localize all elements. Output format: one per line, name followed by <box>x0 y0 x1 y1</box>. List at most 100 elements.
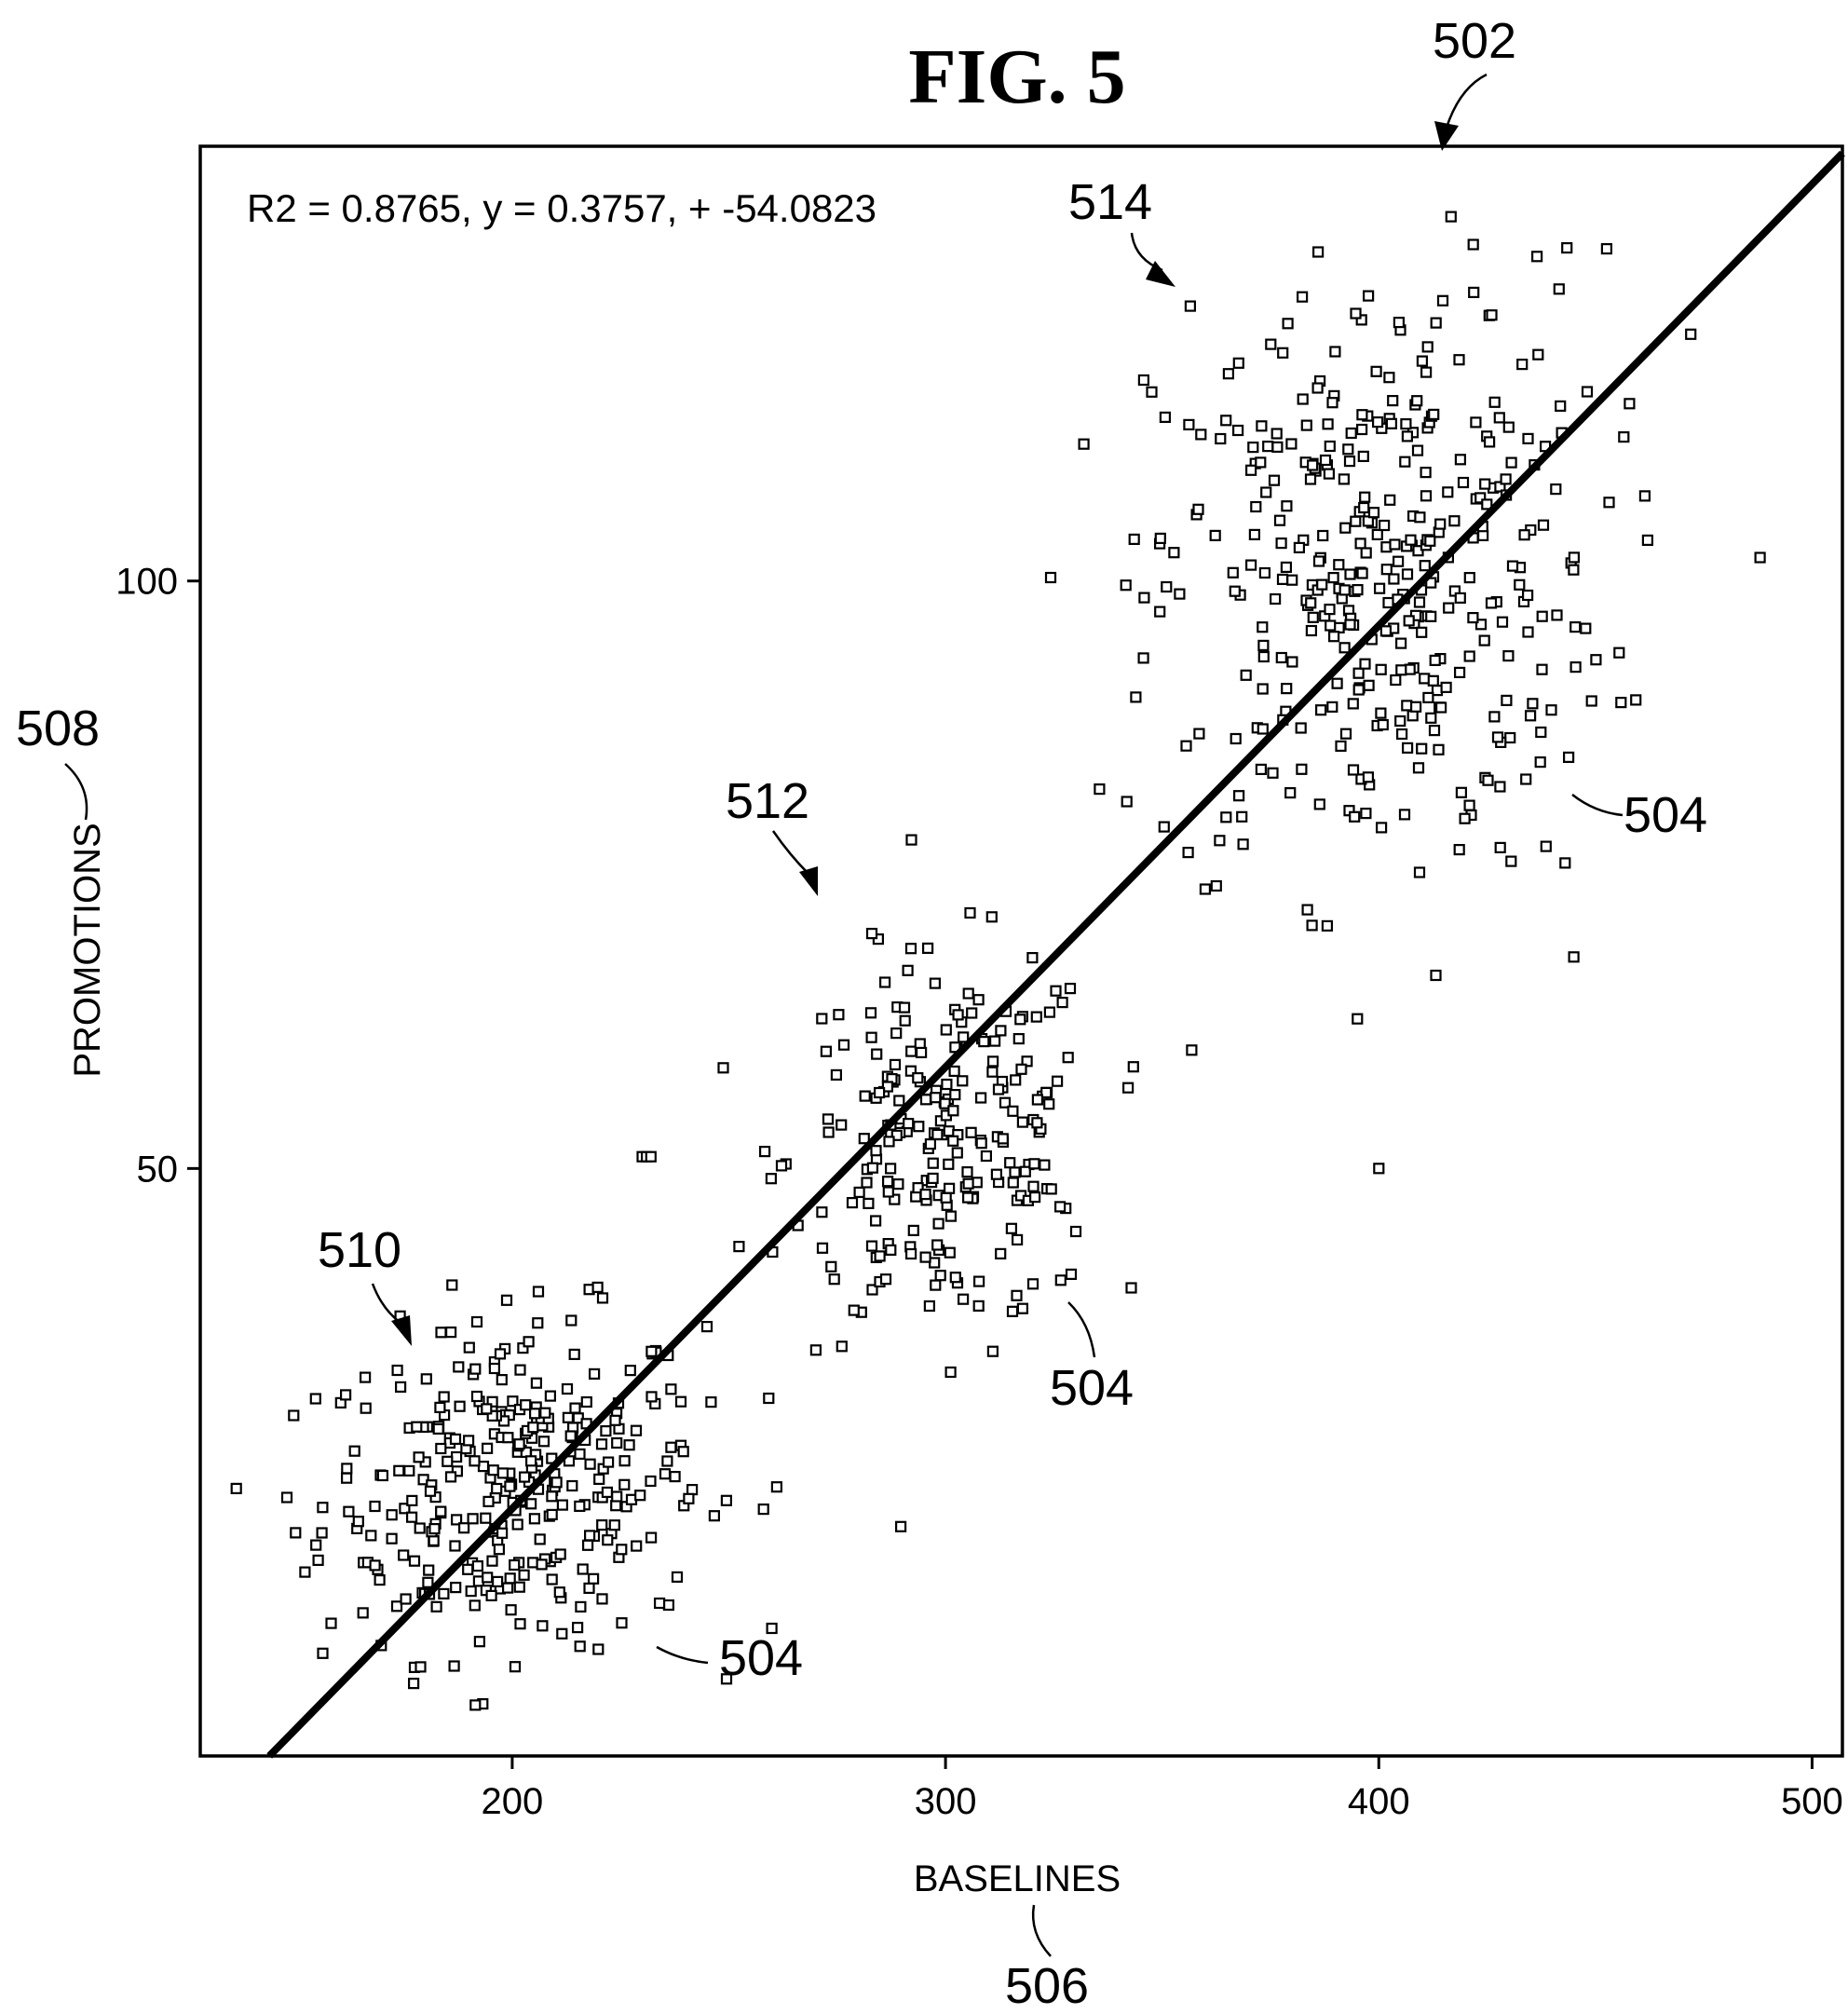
data-point <box>434 1401 446 1414</box>
data-point <box>1327 571 1339 584</box>
data-point <box>1468 286 1480 298</box>
data-point <box>907 1224 919 1237</box>
data-point <box>674 1395 687 1408</box>
data-point <box>915 1046 928 1059</box>
data-point <box>534 1533 546 1545</box>
data-point <box>1536 610 1548 622</box>
data-point <box>964 906 976 919</box>
data-point <box>1430 317 1442 329</box>
data-point <box>1491 731 1504 743</box>
data-point <box>944 1246 956 1259</box>
data-point <box>574 1500 586 1513</box>
data-point <box>1229 585 1241 597</box>
data-point <box>1420 490 1433 502</box>
data-point <box>438 1391 450 1403</box>
data-point <box>898 1001 911 1014</box>
data-point <box>1532 348 1544 361</box>
data-point <box>931 1239 944 1251</box>
data-point <box>1421 341 1434 353</box>
data-point <box>486 1555 498 1567</box>
data-point <box>822 1126 835 1138</box>
data-point <box>1244 559 1257 571</box>
data-point <box>1220 415 1232 427</box>
data-point <box>912 1071 924 1084</box>
data-point <box>1271 441 1284 453</box>
plot-frame <box>198 144 1844 1758</box>
data-point <box>848 1304 860 1316</box>
data-point <box>593 1473 605 1486</box>
data-point <box>1322 418 1334 430</box>
ref-leader-point-c <box>656 1645 709 1665</box>
data-point <box>1307 611 1319 623</box>
data-point <box>1590 654 1602 666</box>
data-point <box>438 1587 450 1600</box>
data-point <box>288 1409 300 1422</box>
data-point <box>1419 560 1431 572</box>
data-point <box>1638 490 1651 502</box>
data-point <box>1483 436 1496 448</box>
data-point <box>602 1534 614 1546</box>
data-point <box>975 1137 987 1150</box>
data-point <box>1343 456 1356 468</box>
ref-label-point-b: 504 <box>1050 1360 1134 1416</box>
data-point <box>1392 555 1405 567</box>
data-point <box>873 1086 886 1099</box>
data-point <box>1514 578 1526 591</box>
data-point <box>951 1147 963 1159</box>
data-point <box>1399 456 1411 468</box>
data-point <box>546 1573 558 1585</box>
data-point <box>1125 1282 1137 1294</box>
data-point <box>1325 619 1337 632</box>
data-point <box>1016 1302 1029 1314</box>
data-point <box>1603 497 1615 509</box>
data-point <box>1159 411 1172 423</box>
data-point <box>992 1083 1005 1095</box>
data-point <box>588 1368 601 1381</box>
x-axis-ticks: 200 300 400 500 <box>482 1756 1843 1822</box>
data-point <box>1010 1074 1022 1086</box>
data-point <box>634 1490 646 1502</box>
data-point <box>1269 592 1282 606</box>
data-point <box>1050 985 1062 997</box>
data-point <box>1501 694 1513 707</box>
data-point <box>1401 430 1414 442</box>
data-point <box>949 1272 961 1284</box>
data-point <box>1069 1225 1082 1238</box>
data-point <box>912 1181 924 1194</box>
data-point <box>432 1422 444 1436</box>
data-point <box>990 1168 1003 1180</box>
ref-leader-y-axis <box>64 763 88 821</box>
data-point <box>1295 722 1307 734</box>
data-point <box>939 1097 951 1109</box>
data-point <box>919 1094 932 1106</box>
data-point <box>1482 774 1494 786</box>
data-point <box>561 1382 574 1395</box>
data-point <box>1373 582 1386 594</box>
data-point <box>1569 620 1582 633</box>
data-point <box>995 1247 1007 1260</box>
data-point <box>892 1177 904 1191</box>
data-point <box>931 1128 944 1141</box>
data-point <box>1280 561 1293 574</box>
data-point <box>828 1273 840 1286</box>
data-point <box>1413 866 1426 878</box>
data-point <box>980 1150 993 1163</box>
data-point <box>830 1068 843 1082</box>
data-point <box>1030 1011 1042 1023</box>
data-point <box>566 1479 578 1492</box>
data-point <box>386 1509 398 1521</box>
regression-line <box>266 150 1845 1759</box>
data-point <box>1555 400 1567 412</box>
data-point <box>596 1292 609 1304</box>
data-point <box>451 1450 463 1463</box>
data-point <box>978 1035 990 1048</box>
data-point <box>580 1395 592 1408</box>
data-point <box>874 1250 886 1262</box>
data-point <box>1454 454 1467 466</box>
data-point <box>374 1573 386 1586</box>
data-point <box>1581 386 1594 398</box>
ref-leader-point-a <box>1571 794 1624 817</box>
data-point <box>1371 528 1383 541</box>
data-point <box>1393 317 1406 329</box>
